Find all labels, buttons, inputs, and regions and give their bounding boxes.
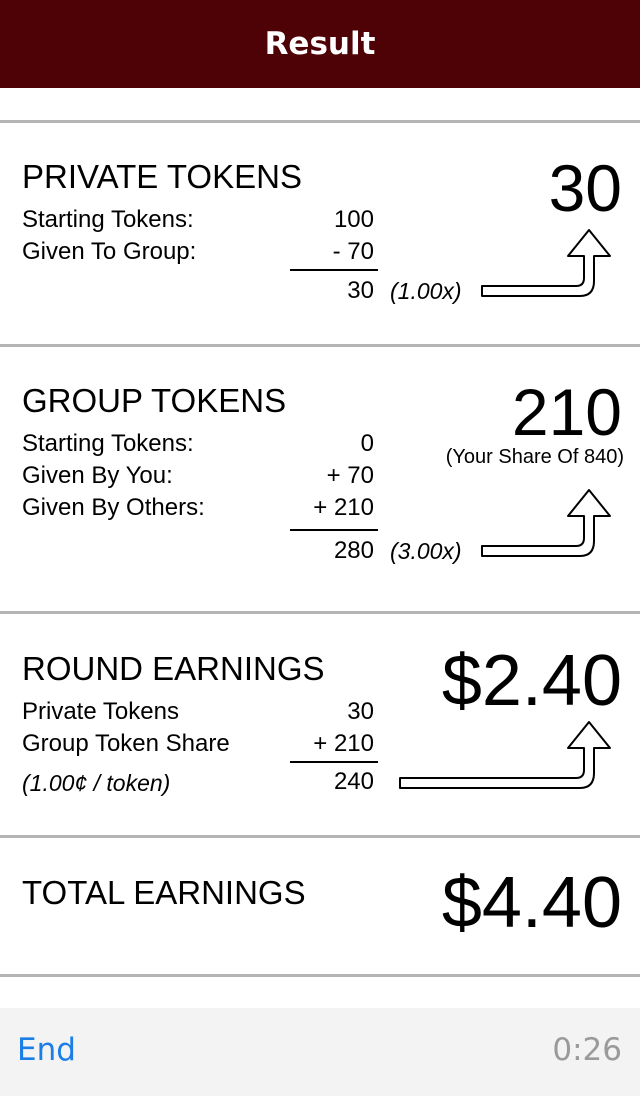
- nav-bar: Result: [0, 0, 640, 88]
- row-value: 30: [347, 698, 374, 725]
- subtotal-value: 30: [347, 277, 374, 304]
- section-title: ROUND EARNINGS: [22, 650, 325, 687]
- countdown-timer: 0:26: [552, 1032, 622, 1068]
- row-label: Given To Group:: [22, 238, 197, 265]
- total-earnings-result: $4.40: [441, 863, 622, 943]
- divider: [0, 120, 640, 123]
- row-label: Starting Tokens:: [22, 430, 194, 457]
- row-value: 100: [333, 206, 374, 233]
- row-value: + 70: [326, 462, 374, 489]
- divider: [0, 974, 640, 977]
- round-earnings-result: $2.40: [441, 641, 622, 721]
- row-value: - 70: [332, 238, 374, 265]
- private-tokens-result: 30: [548, 151, 622, 225]
- group-tokens-result: 210: [511, 375, 622, 449]
- divider: [0, 611, 640, 614]
- sum-underline: [290, 269, 378, 271]
- subtotal-value: 280: [333, 537, 374, 564]
- row-label: Given By Others:: [22, 494, 205, 521]
- row-label: Group Token Share: [22, 730, 230, 757]
- row-value: + 210: [313, 730, 374, 757]
- section-title: TOTAL EARNINGS: [22, 874, 306, 911]
- section-title: GROUP TOKENS: [22, 382, 287, 419]
- row-label: Private Tokens: [22, 698, 179, 725]
- multiplier-label: (3.00x): [390, 538, 462, 564]
- sum-underline: [290, 761, 378, 763]
- row-label: Starting Tokens:: [22, 206, 194, 233]
- page-title: Result: [264, 26, 376, 62]
- end-button[interactable]: End: [17, 1032, 76, 1068]
- rate-label: (1.00¢ / token): [22, 770, 171, 796]
- sum-underline: [290, 529, 378, 531]
- arrow-up-right-icon: [481, 489, 611, 557]
- multiplier-label: (1.00x): [390, 278, 462, 304]
- subtotal-value: 240: [333, 768, 374, 795]
- divider: [0, 344, 640, 347]
- arrow-up-right-icon: [481, 229, 611, 297]
- arrow-up-right-icon: [399, 721, 611, 789]
- row-value: 0: [360, 430, 374, 457]
- divider: [0, 835, 640, 838]
- row-label: Given By You:: [22, 462, 173, 489]
- section-title: PRIVATE TOKENS: [22, 158, 302, 195]
- bottom-toolbar: End 0:26: [0, 1008, 640, 1096]
- row-value: + 210: [313, 494, 374, 521]
- share-note: (Your Share Of 840): [445, 446, 624, 468]
